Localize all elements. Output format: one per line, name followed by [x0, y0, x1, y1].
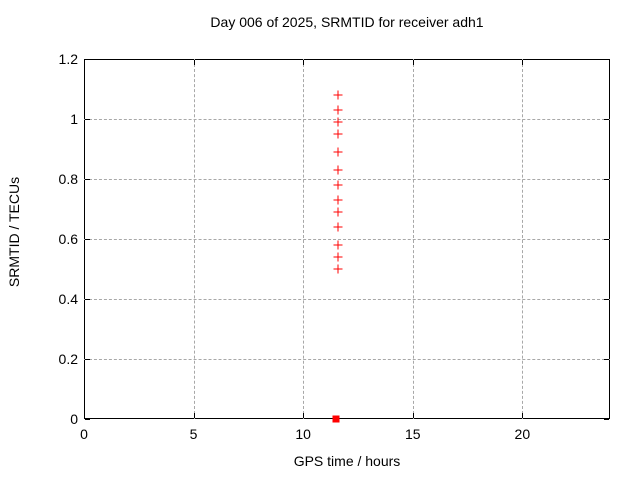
y-tick-mark-left	[85, 59, 90, 60]
y-tick-mark-right	[604, 299, 609, 300]
y-tick-mark-left	[85, 299, 90, 300]
x-tick-mark-bottom	[412, 413, 414, 418]
x-axis-label: GPS time / hours	[293, 453, 401, 469]
data-point-plus-marker	[333, 207, 343, 217]
y-tick-mark-right	[604, 179, 609, 180]
horizontal-gridline	[84, 179, 610, 180]
x-tick-label: 20	[514, 426, 531, 442]
x-tick-mark-top	[193, 60, 195, 65]
x-tick-mark-bottom	[193, 413, 195, 418]
y-tick-label: 0.4	[58, 291, 78, 307]
y-tick-label: 0.8	[58, 171, 78, 187]
data-point-plus-marker	[333, 180, 343, 190]
x-tick-mark-bottom	[84, 413, 85, 418]
y-tick-label: 0.2	[58, 351, 78, 367]
data-point-plus-marker	[333, 240, 343, 250]
data-point-plus-marker	[333, 129, 343, 139]
y-tick-label: 1	[70, 111, 78, 127]
data-point-square-marker	[332, 415, 340, 423]
chart-title: Day 006 of 2025, SRMTID for receiver adh…	[210, 14, 484, 30]
x-tick-mark-top	[412, 60, 414, 65]
data-point-plus-marker	[333, 252, 343, 262]
x-tick-label: 5	[189, 426, 198, 442]
x-tick-mark-top	[303, 60, 305, 65]
x-tick-mark-top	[84, 60, 85, 65]
y-tick-mark-right	[604, 239, 609, 240]
x-tick-mark-bottom	[522, 413, 524, 418]
y-tick-mark-right	[604, 419, 609, 420]
data-point-plus-marker	[333, 222, 343, 232]
y-tick-label: 1.2	[58, 51, 78, 67]
y-tick-mark-left	[85, 179, 90, 180]
data-point-plus-marker	[333, 90, 343, 100]
data-point-plus-marker	[333, 117, 343, 127]
y-tick-mark-left	[85, 239, 90, 240]
data-point-plus-marker	[333, 105, 343, 115]
horizontal-gridline	[84, 239, 610, 240]
horizontal-gridline	[84, 299, 610, 300]
horizontal-gridline	[84, 359, 610, 360]
x-tick-label: 10	[295, 426, 311, 442]
y-tick-label: 0	[70, 411, 78, 427]
y-tick-mark-left	[85, 119, 90, 120]
y-tick-mark-left	[85, 359, 90, 360]
y-tick-label: 0.6	[58, 231, 78, 247]
x-tick-label: 0	[80, 426, 88, 442]
data-point-plus-marker	[333, 264, 343, 274]
y-tick-mark-left	[85, 419, 90, 420]
data-point-plus-marker	[333, 165, 343, 175]
y-tick-mark-right	[604, 359, 609, 360]
horizontal-gridline	[84, 119, 610, 120]
data-point-plus-marker	[333, 195, 343, 205]
data-point-plus-marker	[333, 147, 343, 157]
y-tick-mark-right	[604, 59, 609, 60]
x-tick-label: 15	[404, 426, 421, 442]
x-tick-mark-bottom	[303, 413, 305, 418]
y-tick-mark-right	[604, 119, 609, 120]
x-tick-mark-top	[522, 60, 524, 65]
